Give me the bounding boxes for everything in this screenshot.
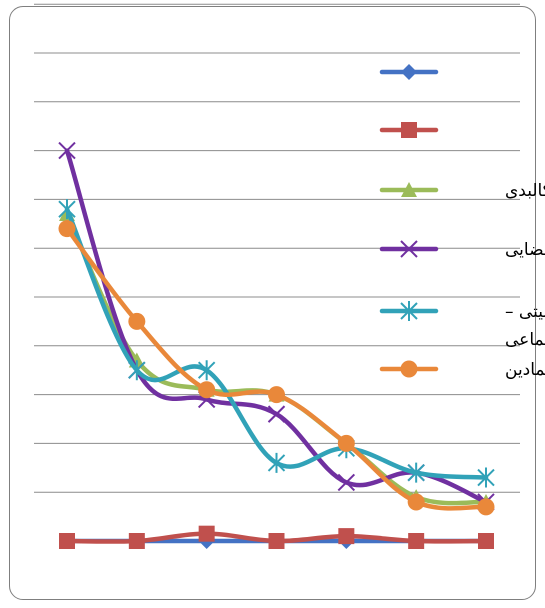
legend-marker (401, 182, 417, 197)
legend-entry-0 (379, 64, 439, 80)
data-point (198, 381, 216, 399)
legend-entry-3: فضایی (379, 240, 545, 260)
data-point (197, 360, 216, 381)
series-line (64, 148, 489, 505)
legend-entry-1 (379, 122, 439, 138)
data-point (337, 434, 355, 452)
legend-label: نمادین (505, 360, 545, 380)
data-point (338, 528, 355, 545)
data-point (268, 386, 285, 404)
legend-marker (400, 301, 418, 321)
legend-marker (400, 240, 418, 258)
series-1 (59, 525, 494, 549)
legend-label-line: فعالیتی – (505, 302, 545, 322)
data-point (267, 452, 286, 473)
series-5 (58, 220, 495, 516)
data-point (407, 493, 425, 511)
data-point (407, 462, 425, 483)
series-layer (58, 141, 495, 549)
legend: کالبدی فضایی فعالیتی – اجتماعی نمادین (379, 64, 545, 380)
data-point (268, 533, 285, 549)
data-point (477, 498, 495, 516)
legend-entry-2: کالبدی (379, 181, 545, 201)
legend-marker (401, 64, 417, 80)
data-point (337, 473, 356, 492)
legend-label: فعالیتی – اجتماعی (505, 302, 545, 350)
series-line (64, 206, 489, 480)
data-point (58, 199, 76, 220)
legend-marker (400, 360, 418, 378)
data-point (198, 525, 215, 542)
data-point (128, 533, 145, 549)
data-point (408, 533, 425, 549)
legend-label: فضایی (505, 240, 545, 260)
data-point (59, 533, 75, 549)
legend-label-line: اجتماعی (505, 330, 545, 350)
data-point (477, 467, 495, 488)
gridlines (34, 3, 520, 493)
data-point (267, 405, 286, 423)
data-point (478, 533, 494, 549)
data-point (128, 360, 146, 381)
legend-label: کالبدی (505, 181, 545, 201)
legend-marker (401, 122, 417, 138)
data-point (58, 141, 76, 160)
legend-entry-5: نمادین (379, 360, 545, 380)
legend-entry-4: فعالیتی – اجتماعی (379, 301, 545, 350)
data-point (58, 220, 76, 238)
data-point (128, 312, 146, 330)
